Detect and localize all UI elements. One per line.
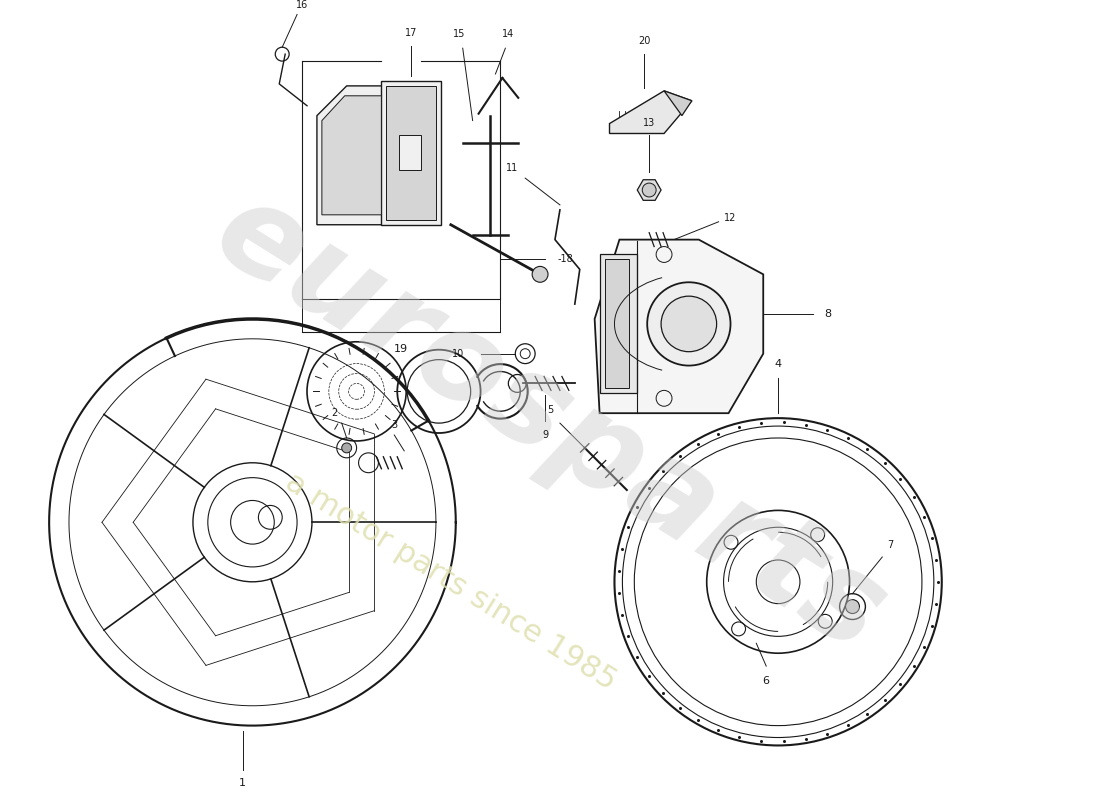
Text: 12: 12	[724, 213, 737, 222]
Text: 6: 6	[762, 676, 770, 686]
Polygon shape	[637, 180, 661, 200]
Text: 8: 8	[824, 309, 832, 319]
Circle shape	[342, 443, 352, 453]
Text: eurosparts: eurosparts	[194, 169, 906, 677]
Polygon shape	[317, 86, 386, 225]
Circle shape	[532, 266, 548, 282]
Text: 10: 10	[451, 349, 464, 358]
Text: 1: 1	[239, 778, 246, 788]
Text: 3: 3	[392, 420, 397, 430]
Text: 19: 19	[394, 344, 408, 354]
Bar	[399, 135, 421, 170]
Polygon shape	[595, 240, 763, 413]
Text: 16: 16	[296, 0, 308, 10]
Bar	[600, 254, 637, 394]
Text: 15: 15	[452, 30, 465, 39]
Text: 13: 13	[644, 118, 656, 127]
Circle shape	[846, 600, 859, 614]
Text: 17: 17	[405, 28, 417, 38]
Text: 11: 11	[506, 163, 518, 174]
Circle shape	[647, 282, 730, 366]
Text: 4: 4	[774, 358, 782, 369]
Text: 14: 14	[503, 30, 515, 39]
Bar	[605, 259, 629, 388]
Text: 7: 7	[887, 540, 893, 550]
Polygon shape	[664, 91, 692, 116]
Text: a motor parts since 1985: a motor parts since 1985	[280, 468, 622, 696]
Polygon shape	[322, 96, 382, 215]
Text: 20: 20	[638, 36, 650, 46]
Text: 9: 9	[542, 430, 548, 440]
Text: 5: 5	[547, 406, 553, 415]
Polygon shape	[609, 91, 692, 134]
Polygon shape	[382, 81, 441, 225]
Text: 2: 2	[331, 408, 338, 418]
Polygon shape	[386, 86, 436, 220]
Circle shape	[661, 296, 716, 352]
Circle shape	[642, 183, 656, 197]
Text: -18: -18	[558, 254, 574, 265]
